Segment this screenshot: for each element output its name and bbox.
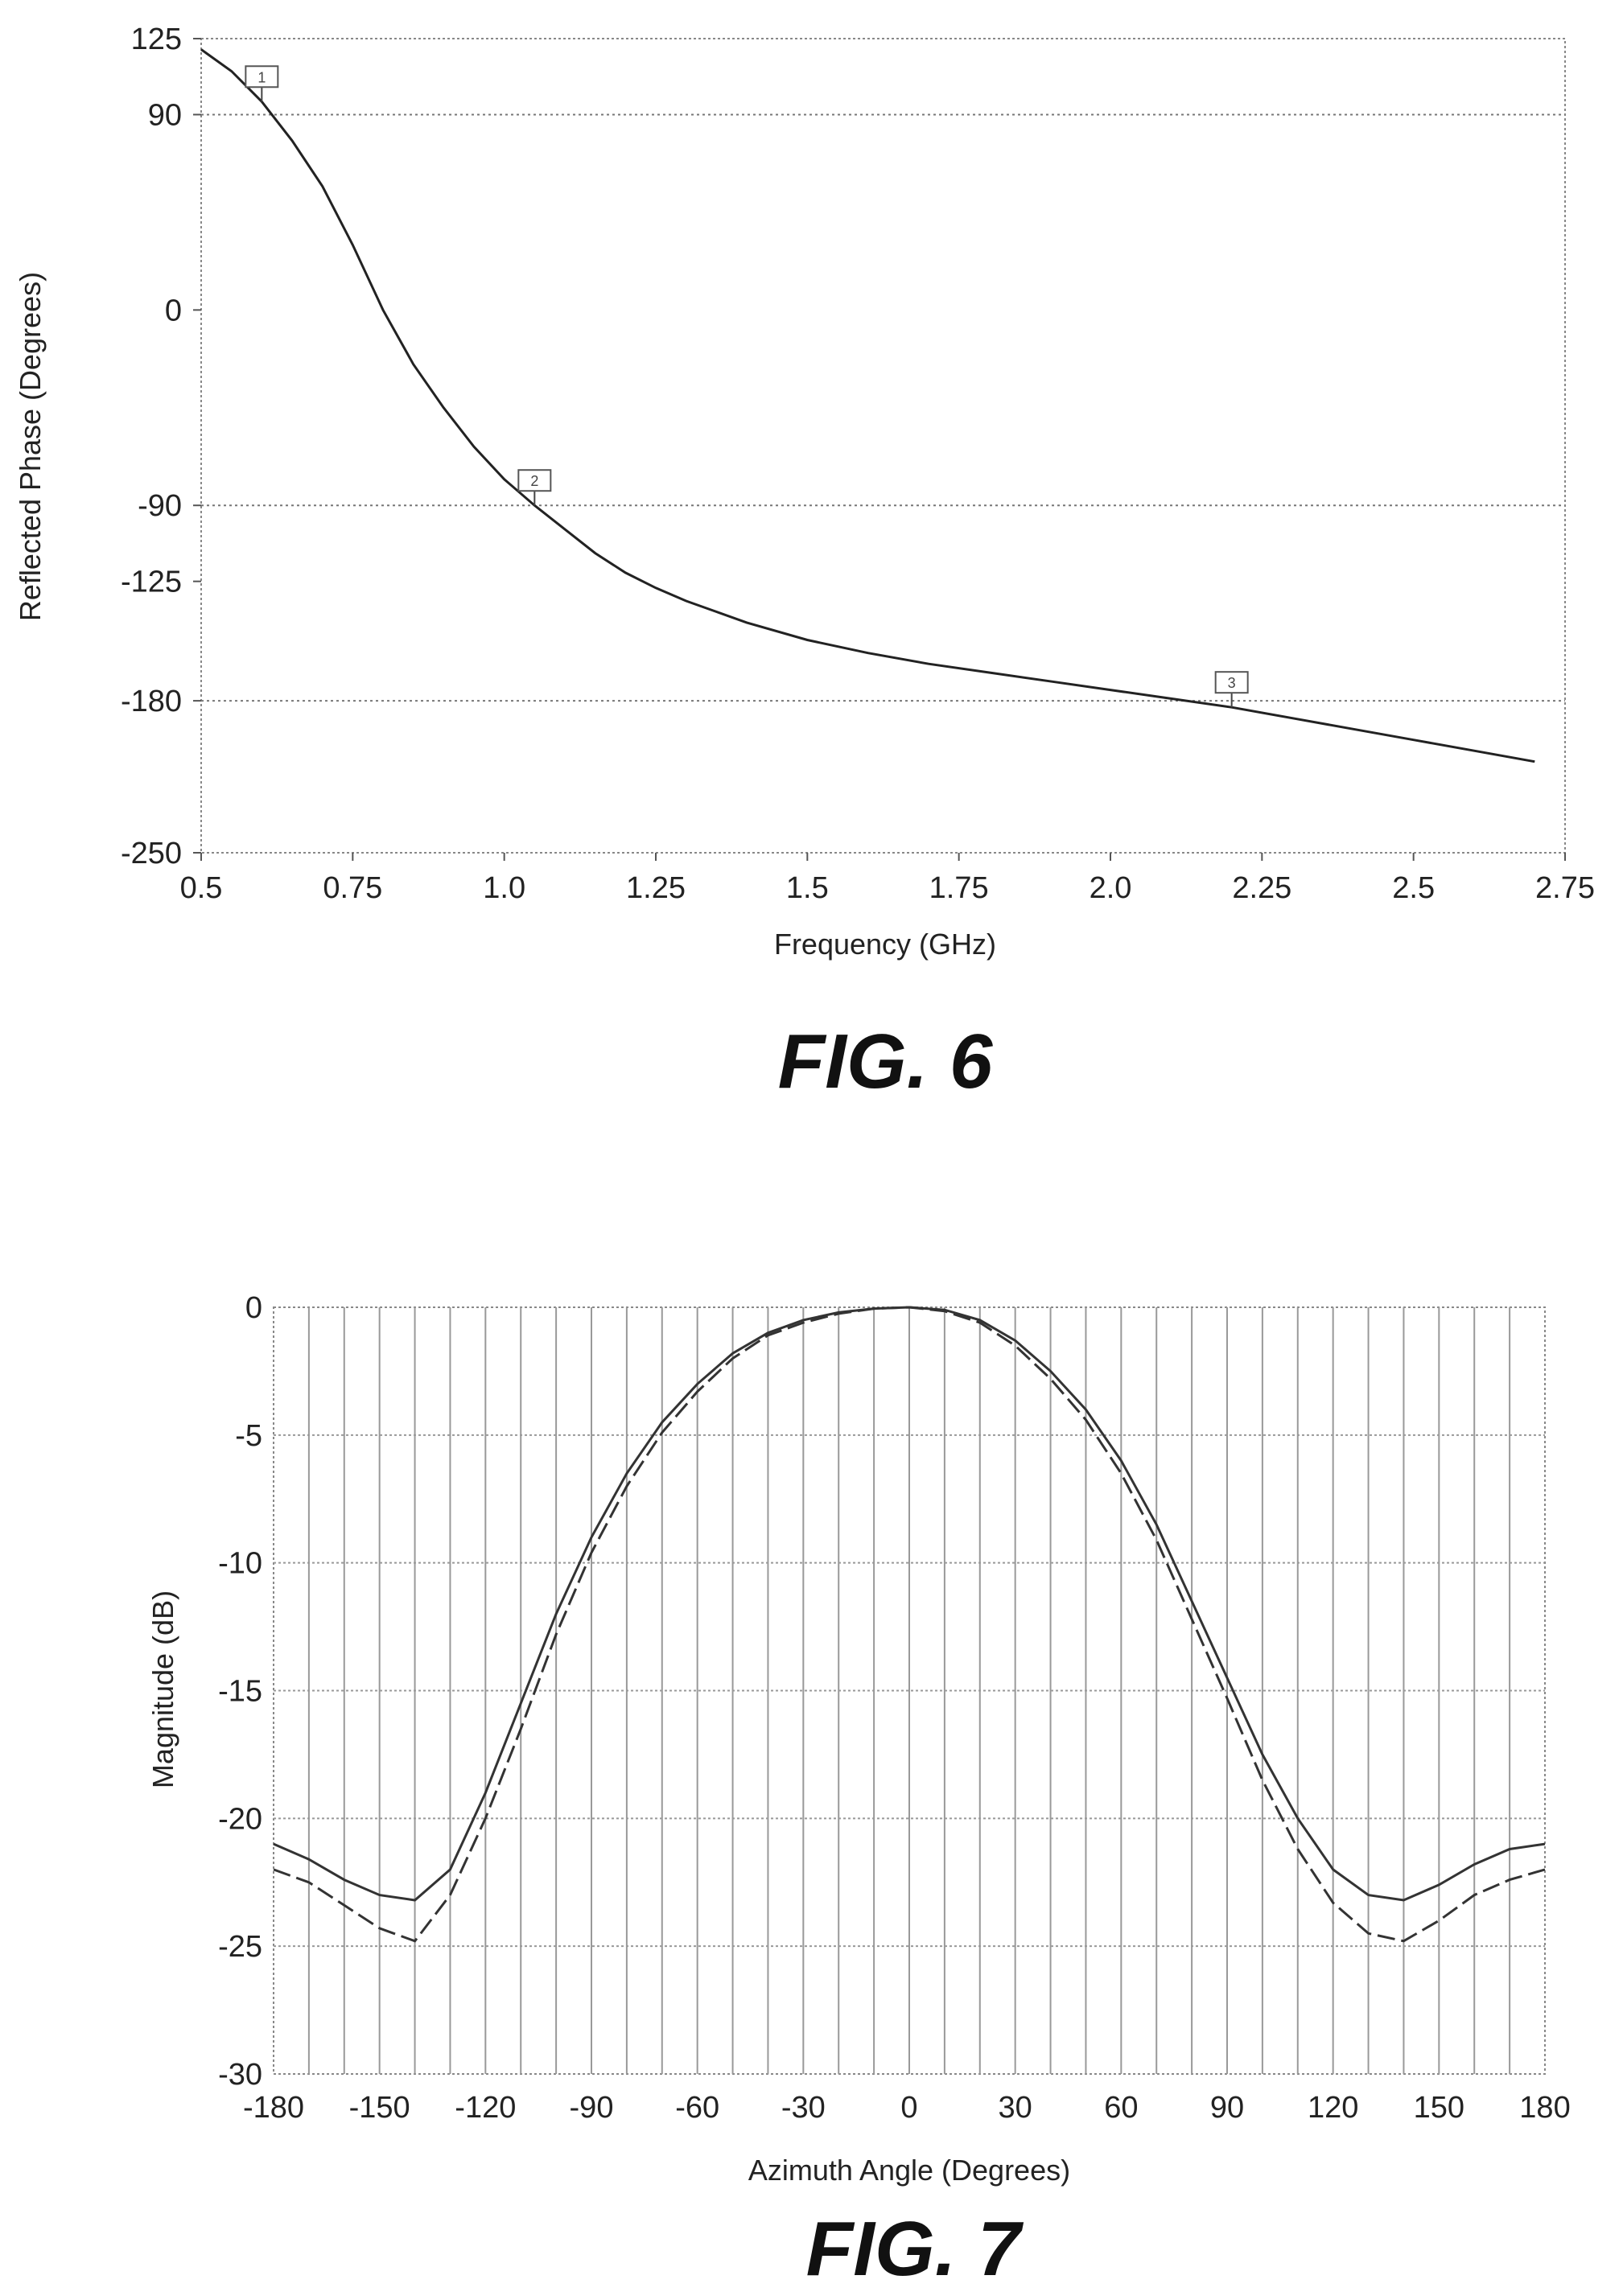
- fig6-marker-label-1: 2: [530, 473, 538, 489]
- fig7-x-tick-label-4: -60: [675, 2091, 719, 2125]
- fig7-x-tick-label-5: -30: [781, 2091, 826, 2125]
- fig6-x-tick-label-2: 1.0: [483, 871, 525, 905]
- fig6-y-tick-label-4: -125: [121, 566, 182, 599]
- fig6-figure-label: FIG. 6: [778, 1018, 993, 1105]
- fig6-marker-0: 1: [245, 65, 279, 102]
- fig6-x-ticks: 0.5 0.75 1.0 1.25 1.5 1.75 2.0 2.25 2.5 2.75: [180, 853, 1595, 905]
- fig6-y-tick-label-1: 90: [148, 98, 182, 132]
- fig7-x-tick-label-11: 150: [1414, 2091, 1464, 2125]
- fig7-x-tick-label-9: 90: [1210, 2091, 1244, 2125]
- fig6-marker-2: 3: [1214, 671, 1249, 708]
- fig6-x-tick-label-1: 0.75: [323, 871, 382, 905]
- fig7-y-tick-label-3: -15: [218, 1675, 262, 1709]
- fig7-y-tick-label-4: -20: [218, 1802, 262, 1836]
- fig7-figure-label: FIG. 7: [806, 2206, 1024, 2292]
- fig7-x-tick-label-6: 0: [900, 2091, 917, 2125]
- fig6-x-tick-label-7: 2.25: [1232, 871, 1291, 905]
- fig7-x-tick-label-0: -180: [243, 2091, 304, 2125]
- fig7-series-line-1: [273, 1306, 1546, 1943]
- fig6-x-tick-label-0: 0.5: [180, 871, 223, 905]
- fig7-series: [273, 1306, 1546, 1943]
- fig6-plot-frame: [200, 38, 1566, 854]
- fig7-chart: -180 -150 -120 -90 -60 -30 0 30 60 90 120 150 180 0-…: [146, 1291, 1571, 2292]
- fig7-x-tick-label-2: -120: [455, 2091, 516, 2125]
- fig6-series-line-0: [200, 48, 1535, 763]
- fig7-x-tick-label-10: 120: [1308, 2091, 1358, 2125]
- fig6-x-tick-label-4: 1.5: [786, 871, 829, 905]
- fig7-y-tick-label-2: -10: [218, 1547, 262, 1581]
- fig6-y-tick-label-5: -180: [121, 685, 182, 718]
- fig6-x-tick-label-5: 1.75: [929, 871, 989, 905]
- fig6-y-axis-label: Reflected Phase (Degrees): [14, 272, 47, 621]
- fig6-marker-1: 2: [517, 469, 552, 506]
- fig7-y-tick-label-0: 0: [245, 1291, 262, 1325]
- fig6-y-tick-label-3: -90: [138, 489, 182, 523]
- fig7-x-tick-label-1: -150: [349, 2091, 410, 2125]
- fig7-y-ticks: 0 -5 -10 -15 -20 -25 -30: [218, 1291, 262, 2092]
- fig6-marker-label-2: 3: [1228, 675, 1236, 691]
- fig6-x-tick-label-3: 1.25: [626, 871, 686, 905]
- fig7-y-axis-label: Magnitude (dB): [146, 1590, 179, 1788]
- fig7-grid: [274, 1307, 1545, 2074]
- fig6-series: [200, 48, 1535, 763]
- fig6-x-tick-label-9: 2.75: [1535, 871, 1595, 905]
- fig6-y-tick-label-2: 0: [165, 294, 182, 327]
- fig6-x-axis-label: Frequency (GHz): [774, 928, 996, 961]
- fig6-chart: 0.5 0.75 1.0 1.25 1.5 1.75 2.0 2.25 2.5 2.75 125 9…: [14, 23, 1595, 1105]
- fig7-x-axis-label: Azimuth Angle (Degrees): [748, 2154, 1070, 2187]
- fig7-y-tick-label-1: -5: [235, 1419, 262, 1453]
- fig6-grid: [201, 113, 1565, 702]
- fig7-x-tick-label-12: 180: [1519, 2091, 1570, 2125]
- fig6-y-ticks: 125 90 0 -90 -125 -180 -250: [121, 23, 201, 870]
- fig6-marker-label-0: 1: [257, 69, 266, 85]
- fig6-y-tick-label-6: -250: [121, 837, 182, 870]
- fig6-markers: 1 2 3: [245, 65, 1249, 708]
- fig7-y-tick-label-6: -30: [218, 2058, 262, 2092]
- fig6-y-tick-label-0: 125: [131, 23, 182, 56]
- fig6-x-tick-label-6: 2.0: [1090, 871, 1132, 905]
- fig7-x-tick-label-3: -90: [570, 2091, 614, 2125]
- fig7-x-tick-label-7: 30: [999, 2091, 1032, 2125]
- fig7-x-ticks: -180 -150 -120 -90 -60 -30 0 30 60 90 120 150 180: [243, 2091, 1571, 2125]
- fig6-x-tick-label-8: 2.5: [1392, 871, 1435, 905]
- fig7-y-tick-label-5: -25: [218, 1930, 262, 1964]
- fig7-x-tick-label-8: 60: [1104, 2091, 1138, 2125]
